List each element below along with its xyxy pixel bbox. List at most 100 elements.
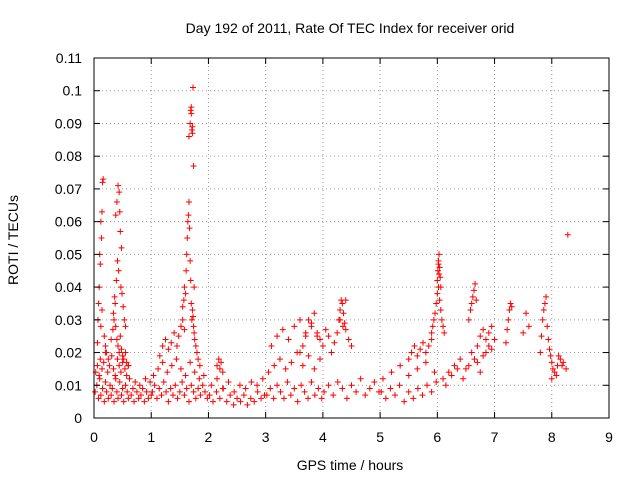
data-point [185,133,192,140]
data-point [298,382,305,389]
data-point [115,395,122,402]
data-point [308,379,315,385]
data-point [188,104,195,111]
data-point [179,303,186,310]
data-point [408,349,415,356]
data-point [270,395,277,402]
data-point [422,359,429,366]
data-point [182,372,189,379]
data-point [271,362,278,369]
data-point [397,362,404,369]
data-point [101,398,108,405]
data-point [188,316,195,323]
y-tick-label: 0.07 [55,181,82,197]
data-point [103,349,110,356]
data-point [119,385,126,392]
data-point [274,333,281,340]
data-point [218,359,225,366]
data-point [335,316,342,323]
x-tick-label: 8 [548,429,556,445]
y-tick-label: 0.05 [55,246,82,262]
data-point [147,379,154,385]
data-point [112,372,119,379]
data-point [99,385,106,392]
data-point [96,375,103,382]
data-point [474,343,481,349]
data-point [362,392,369,399]
data-point [548,375,555,382]
data-point [284,379,291,385]
data-point [305,352,312,359]
x-axis-label: GPS time / hours [297,457,404,473]
data-point [199,382,206,389]
data-point [98,235,105,241]
data-point [181,284,188,291]
data-point [173,356,180,363]
data-point [187,277,194,284]
data-point [135,395,142,402]
data-point [339,300,346,307]
data-point [240,392,247,399]
data-point [520,329,527,336]
data-point [419,392,426,399]
data-point [169,392,176,399]
data-point [485,343,492,349]
data-point [97,261,104,268]
data-point [322,326,329,333]
data-point [187,107,194,114]
data-point [388,369,395,376]
data-point [314,329,321,336]
data-point [491,336,498,343]
data-point [334,379,341,385]
data-point [225,379,232,385]
data-point [162,336,169,343]
data-point [216,365,223,372]
data-point [112,375,119,382]
data-point [504,326,511,333]
data-point [317,356,324,363]
data-point [114,356,121,363]
data-point [343,395,350,402]
data-point [468,300,475,307]
data-point [357,375,364,382]
data-point [188,300,195,307]
data-point [299,362,306,369]
data-point [472,280,479,287]
data-point [223,398,230,405]
data-point [251,398,258,405]
data-point [108,336,115,343]
data-point [113,388,120,395]
data-point [200,372,207,379]
data-point [113,277,120,284]
data-point [469,293,476,300]
data-point [123,372,130,379]
data-point [155,365,162,372]
data-point [120,398,127,405]
data-point [480,326,487,333]
data-point [179,379,186,385]
grid-layer [94,58,609,418]
data-point [111,316,118,323]
data-point [301,388,308,395]
data-point [299,343,306,349]
data-point [546,346,553,353]
data-point [437,307,444,313]
data-point [488,323,495,330]
data-point [148,392,155,399]
data-point [508,303,515,310]
data-point [330,392,337,399]
data-point [206,392,213,399]
data-point [100,359,107,366]
data-point [540,307,547,313]
data-point [348,343,355,349]
data-point [108,392,115,399]
data-point [143,388,150,395]
data-point [107,382,114,389]
data-point [150,372,157,379]
data-point [474,359,481,366]
data-point [117,284,124,291]
data-point [436,251,443,258]
data-point [176,388,183,395]
data-point [187,257,194,264]
data-point [280,395,287,402]
